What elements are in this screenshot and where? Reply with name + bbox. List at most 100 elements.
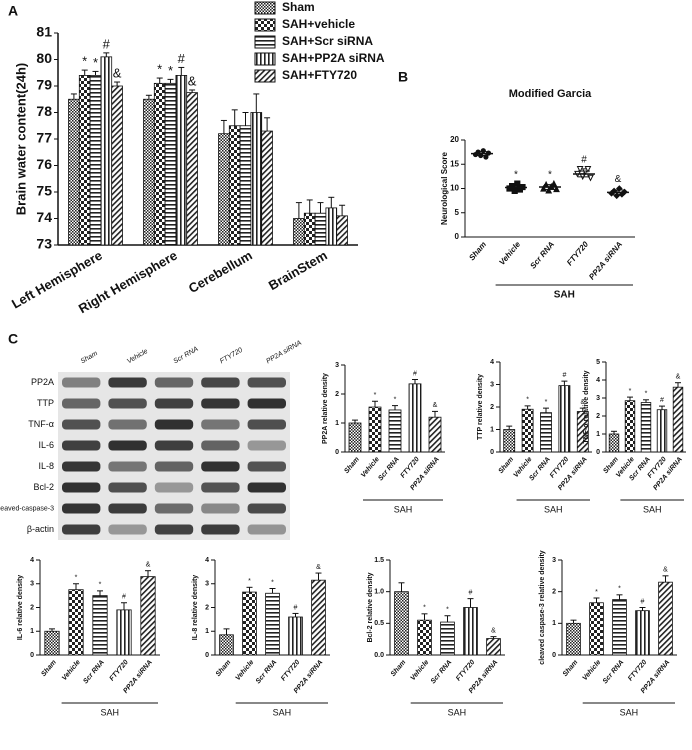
y-tick-label: 3 (552, 557, 556, 564)
x-tick-label: Scr RNA (82, 659, 106, 685)
bar (175, 75, 188, 246)
y-tick-label: 20 (450, 135, 459, 144)
y-tick-label: 0.0 (374, 652, 384, 659)
blot-band (108, 461, 147, 472)
blot-background (58, 372, 290, 540)
y-tick-label: 1 (490, 426, 494, 433)
y-axis-label: IL-8 relative density (192, 575, 199, 640)
blot-band (154, 503, 194, 514)
y-axis-label: TNF-α relative density (583, 370, 590, 443)
bar (265, 592, 280, 656)
row-label: TTP (37, 398, 54, 408)
point (613, 192, 621, 200)
annotation: * (618, 586, 621, 593)
y-tick-label: 3 (335, 362, 339, 369)
chart-title: Modified Garcia (509, 88, 592, 100)
row-label: TNF-α (28, 419, 54, 429)
bar (566, 622, 581, 656)
panel-label: C (8, 331, 18, 347)
y-tick-label: 0 (596, 449, 600, 456)
blot-band (247, 461, 286, 472)
y-tick-label: 3 (490, 381, 494, 388)
bar (219, 634, 234, 656)
blot-band (201, 461, 240, 472)
bar (250, 112, 263, 246)
y-tick-label: 5 (596, 359, 600, 366)
blot-band (108, 398, 147, 409)
bar (635, 610, 650, 656)
bar (293, 218, 305, 246)
annotation: # (178, 51, 186, 66)
x-tick-label: Cerebellum (186, 248, 255, 296)
bar (143, 98, 155, 246)
bar (408, 383, 422, 453)
blot-band (154, 398, 194, 409)
blot-band (201, 398, 240, 409)
bar (608, 433, 620, 453)
blot-band (108, 503, 147, 514)
blot-band (62, 524, 101, 535)
y-tick-label: 81 (36, 24, 52, 40)
annotation: * (514, 169, 518, 180)
x-tick-label: FTY720 (109, 659, 130, 683)
y-tick-label: 1 (596, 431, 600, 438)
y-tick-label: 76 (36, 156, 52, 172)
y-tick-label: 2 (490, 404, 494, 411)
annotation: * (446, 607, 449, 614)
x-tick-label: FTY720 (627, 659, 648, 683)
bar (394, 591, 409, 656)
blot-band (201, 377, 240, 388)
row-label: Cleaved-caspase-3 (0, 505, 54, 512)
annotation: & (580, 399, 585, 406)
y-tick-label: 4 (490, 359, 494, 366)
point (587, 174, 594, 182)
lane-label: Sham (80, 350, 99, 365)
bar (624, 400, 636, 453)
blot-band (201, 503, 240, 514)
annotation: * (645, 391, 648, 398)
y-tick-label: 10 (450, 184, 459, 193)
bar (463, 607, 478, 656)
y-tick-label: 4 (596, 377, 600, 384)
blot-band (108, 419, 147, 430)
bar (658, 581, 673, 656)
annotation: # (660, 397, 664, 404)
annotation: & (663, 567, 668, 574)
row-label: Bcl-2 (33, 482, 54, 492)
x-tick-label: Sham (498, 456, 516, 475)
annotation: * (75, 575, 78, 582)
x-tick-label: Sham (390, 659, 408, 678)
lane-label: Scr RNA (172, 345, 199, 365)
blot-band (247, 524, 286, 535)
annotation: * (248, 578, 251, 585)
x-tick-label: PP2A siRNA (587, 240, 624, 282)
y-tick-label: 5 (455, 208, 460, 217)
blot-band (62, 461, 101, 472)
y-tick-label: 0 (455, 232, 460, 241)
lane-label: PP2A siRNA (265, 339, 303, 365)
bar (164, 82, 177, 246)
y-axis-label: cleaved caspase-3 relative density (539, 550, 546, 665)
annotation: * (157, 61, 162, 76)
group-label: SAH (101, 707, 120, 717)
annotation: * (423, 605, 426, 612)
annotation: & (491, 627, 496, 634)
y-tick-label: 15 (450, 159, 459, 168)
legend-swatch (254, 1, 276, 15)
point (480, 148, 486, 154)
annotation: * (93, 55, 98, 70)
bar (428, 416, 442, 453)
legend-label: Sham (282, 0, 315, 14)
bar (589, 602, 604, 656)
blot-band (154, 440, 194, 451)
blot-band (154, 482, 194, 493)
bar (68, 589, 84, 656)
y-tick-label: 0.5 (374, 620, 384, 627)
y-tick-label: 1 (205, 628, 209, 635)
y-tick-label: 1.0 (374, 589, 384, 596)
blot-band (62, 440, 101, 451)
blot-band (62, 377, 101, 388)
group-label: SAH (544, 504, 563, 514)
y-tick-label: 1 (552, 620, 556, 627)
bar (228, 125, 241, 246)
